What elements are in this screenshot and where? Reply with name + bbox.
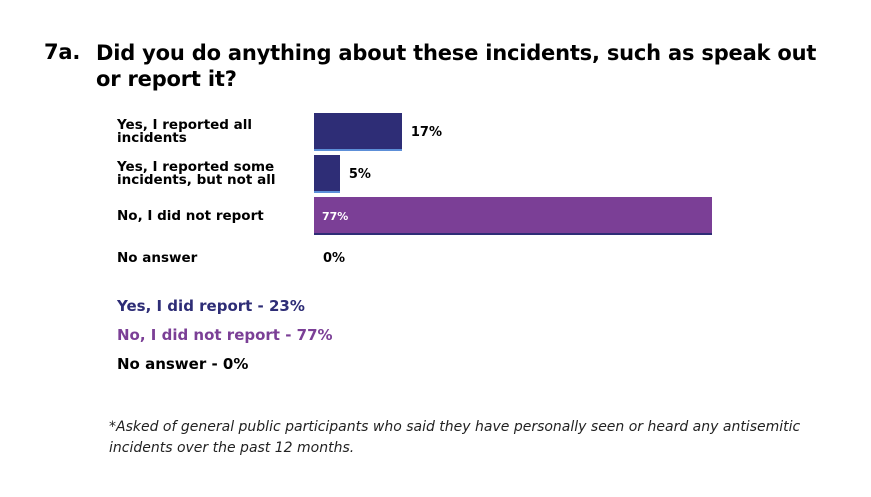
value-label: 5% <box>348 166 371 182</box>
value-label: 17% <box>410 124 442 140</box>
question-number: 7a. <box>44 40 81 64</box>
question-text: Did you do anything about these incident… <box>96 41 817 91</box>
value-label: 0% <box>323 250 346 266</box>
summary-line: No answer - 0% <box>117 355 249 373</box>
category-label: Yes, I reported some incidents, but not … <box>117 159 276 188</box>
bar <box>314 155 340 193</box>
category-label: Yes, I reported all incidents <box>117 117 253 146</box>
category-label: No, I did not report <box>117 207 264 224</box>
bar <box>314 197 712 235</box>
value-label: 77% <box>322 209 349 223</box>
bar <box>314 113 402 151</box>
summary-line: Yes, I did report - 23% <box>117 297 305 315</box>
bar-edge <box>314 191 340 193</box>
bar-edge <box>314 149 402 151</box>
summary-line: No, I did not report - 77% <box>117 326 333 344</box>
category-label: No answer <box>117 249 198 266</box>
footnote: *Asked of general public participants wh… <box>109 419 801 456</box>
bar-edge <box>314 233 712 235</box>
